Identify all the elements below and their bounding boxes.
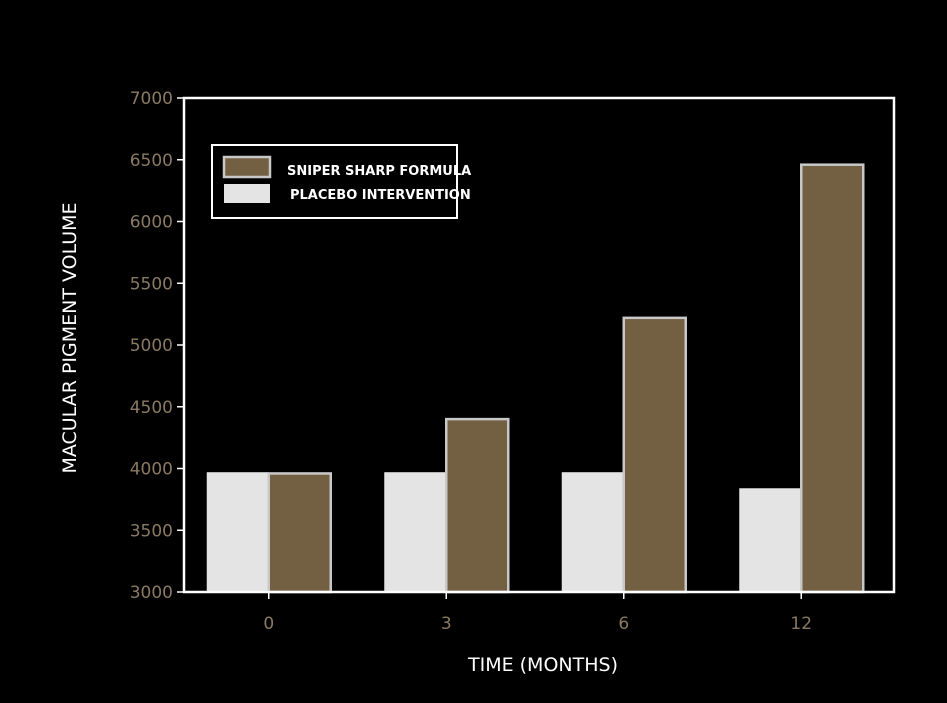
- legend-box: [211, 144, 458, 219]
- y-tick-label: 5000: [130, 336, 173, 356]
- y-tick-label: 4500: [130, 398, 173, 418]
- bar-sniper-sharp-formula: [800, 163, 865, 594]
- y-tick-label: 3500: [130, 521, 173, 541]
- legend-swatch-sniper-sharp-formula: [222, 155, 272, 179]
- bar-sniper-sharp-formula: [267, 472, 332, 594]
- y-tick-label: 7000: [130, 89, 173, 109]
- bar-placebo-intervention: [739, 488, 802, 592]
- legend-swatch-placebo-intervention: [224, 184, 270, 203]
- bar-placebo-intervention: [206, 472, 269, 592]
- y-tick-label: 6000: [130, 213, 173, 233]
- x-tick-label: 6: [618, 614, 629, 634]
- y-tick-label: 5500: [130, 274, 173, 294]
- y-tick-label: 6500: [130, 151, 173, 171]
- x-axis: 0 3 6 12: [263, 592, 812, 634]
- y-tick-label: 4000: [130, 460, 173, 480]
- y-axis: 3000 3500 4000 4500 5000 5500 6000 6500 7000: [130, 89, 184, 603]
- x-tick-label: 3: [441, 614, 452, 634]
- legend-label-sniper-sharp-formula: SNIPER SHARP FORMULA: [287, 164, 471, 179]
- bar-sniper-sharp-formula: [445, 417, 510, 594]
- y-axis-title: MACULAR PIGMENT VOLUME: [59, 202, 81, 473]
- legend: SNIPER SHARP FORMULA PLACEBO INTERVENTIO…: [211, 144, 471, 219]
- bar-placebo-intervention: [384, 472, 447, 592]
- legend-label-placebo-intervention: PLACEBO INTERVENTION: [290, 188, 471, 203]
- x-tick-label: 0: [263, 614, 274, 634]
- x-axis-title: TIME (MONTHS): [467, 654, 618, 676]
- x-tick-label: 12: [790, 614, 812, 634]
- y-tick-label: 3000: [130, 583, 173, 603]
- bars-layer: [206, 163, 865, 594]
- bar-placebo-intervention: [561, 472, 624, 592]
- bar-sniper-sharp-formula: [622, 316, 687, 594]
